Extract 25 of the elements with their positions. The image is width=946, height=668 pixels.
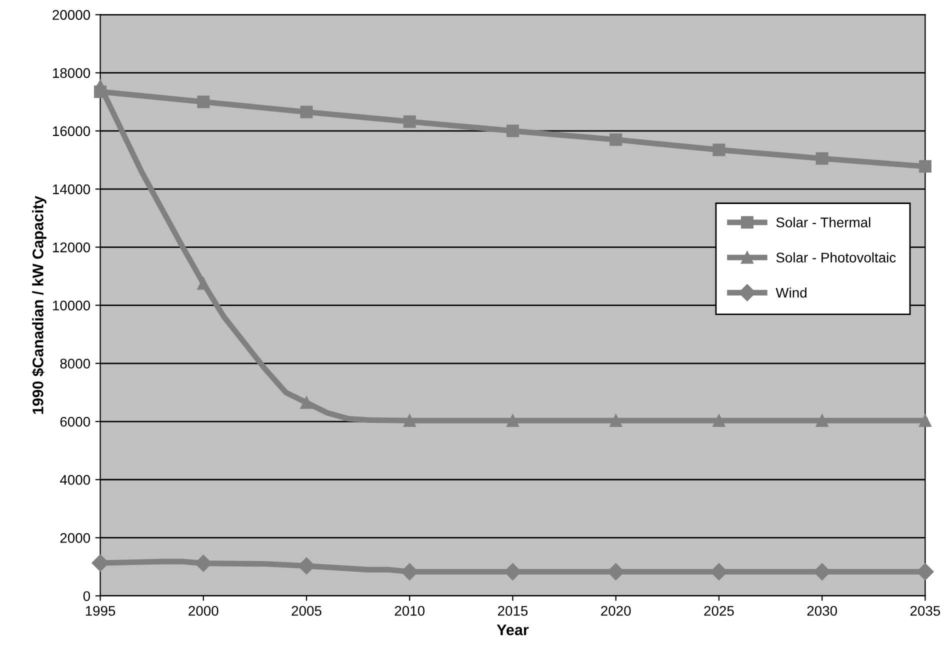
- x-tick-label: 2005: [292, 606, 322, 616]
- y-tick-label: 14000: [52, 184, 90, 194]
- x-tick-label: 2010: [394, 606, 425, 616]
- y-tick-label: 4000: [60, 474, 90, 485]
- y-tick-label: 12000: [52, 242, 90, 252]
- x-tick-label: 2030: [807, 606, 837, 616]
- x-tick-label: 2000: [188, 606, 218, 616]
- x-tick-label: 1995: [86, 606, 116, 616]
- y-axis-title: 1990 $Canadian / kW Capacity: [32, 196, 46, 414]
- legend-label: Solar - Photovoltaic: [776, 252, 896, 263]
- x-tick-label: 2020: [601, 606, 631, 616]
- y-tick-label: 6000: [60, 416, 90, 427]
- x-tick-label: 2025: [704, 606, 734, 616]
- y-tick-label: 20000: [52, 10, 90, 20]
- y-tick-label: 0: [83, 591, 90, 602]
- y-tick-label: 10000: [52, 300, 90, 310]
- legend-label: Wind: [776, 287, 806, 298]
- x-axis-title: Year: [496, 624, 529, 636]
- x-tick-label: 2015: [498, 606, 528, 616]
- y-tick-label: 16000: [52, 126, 90, 136]
- x-tick-label: 2035: [910, 606, 940, 616]
- y-tick-label: 18000: [52, 68, 90, 78]
- y-tick-label: 2000: [60, 533, 90, 543]
- y-tick-label: 8000: [60, 358, 90, 369]
- legend-label: Solar - Thermal: [776, 217, 870, 228]
